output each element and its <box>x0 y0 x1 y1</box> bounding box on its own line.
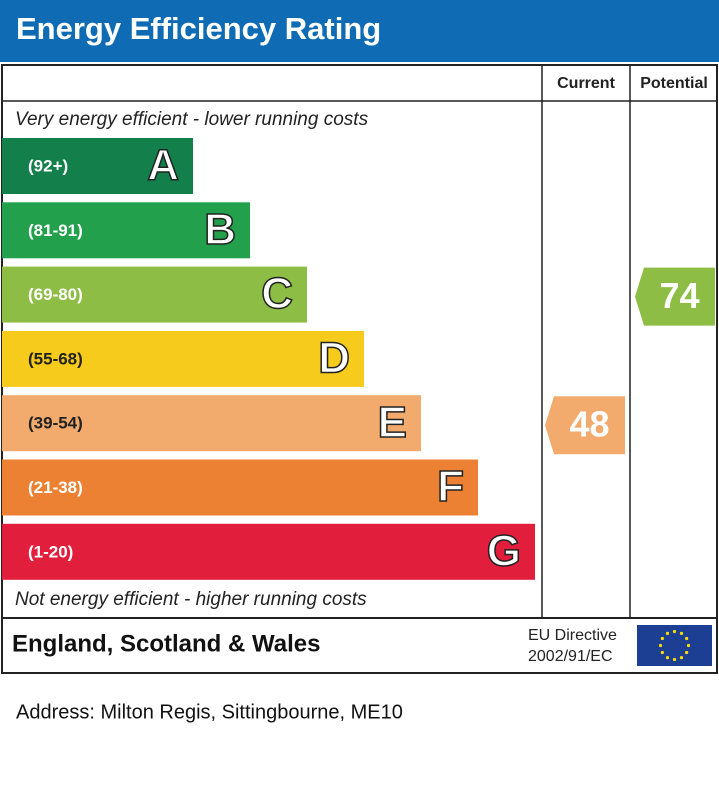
band-bar <box>2 395 421 452</box>
directive: 2002/91/EC <box>528 648 613 665</box>
band-bar <box>2 138 193 194</box>
band-bar <box>2 459 478 516</box>
band-letter: E <box>378 398 407 447</box>
top-note: Very energy efficient - lower running co… <box>15 109 369 130</box>
column-header: Potential <box>640 75 708 92</box>
rating-arrow <box>545 396 625 455</box>
band-range: (69-80) <box>28 285 83 304</box>
band-range: (81-91) <box>28 221 83 240</box>
band-letter: G <box>487 526 521 575</box>
column-header: Current <box>557 75 615 92</box>
band-bar <box>2 202 250 259</box>
band-bar <box>2 266 307 323</box>
rating-arrow <box>635 267 715 326</box>
band-range: (92+) <box>28 156 68 175</box>
bottom-note: Not energy efficient - higher running co… <box>15 589 367 610</box>
address: Address: Milton Regis, Sittingbourne, ME… <box>16 701 403 723</box>
title-bar <box>0 0 719 62</box>
band-range: (21-38) <box>28 478 83 497</box>
band-letter: A <box>147 141 179 190</box>
region: England, Scotland & Wales <box>12 630 320 657</box>
eu-flag <box>637 625 712 666</box>
band-letter: F <box>437 462 464 511</box>
band-letter: B <box>204 205 236 254</box>
directive: EU Directive <box>528 627 617 644</box>
band-range: (1-20) <box>28 542 73 561</box>
band-range: (55-68) <box>28 349 83 368</box>
band-bar <box>2 523 535 580</box>
band-range: (39-54) <box>28 414 83 433</box>
rating-value: 74 <box>659 275 699 316</box>
band-bar <box>2 330 364 387</box>
rating-value: 48 <box>569 404 609 445</box>
title: Energy Efficiency Rating <box>16 11 381 46</box>
band-letter: C <box>261 269 293 318</box>
band-letter: D <box>318 334 350 383</box>
